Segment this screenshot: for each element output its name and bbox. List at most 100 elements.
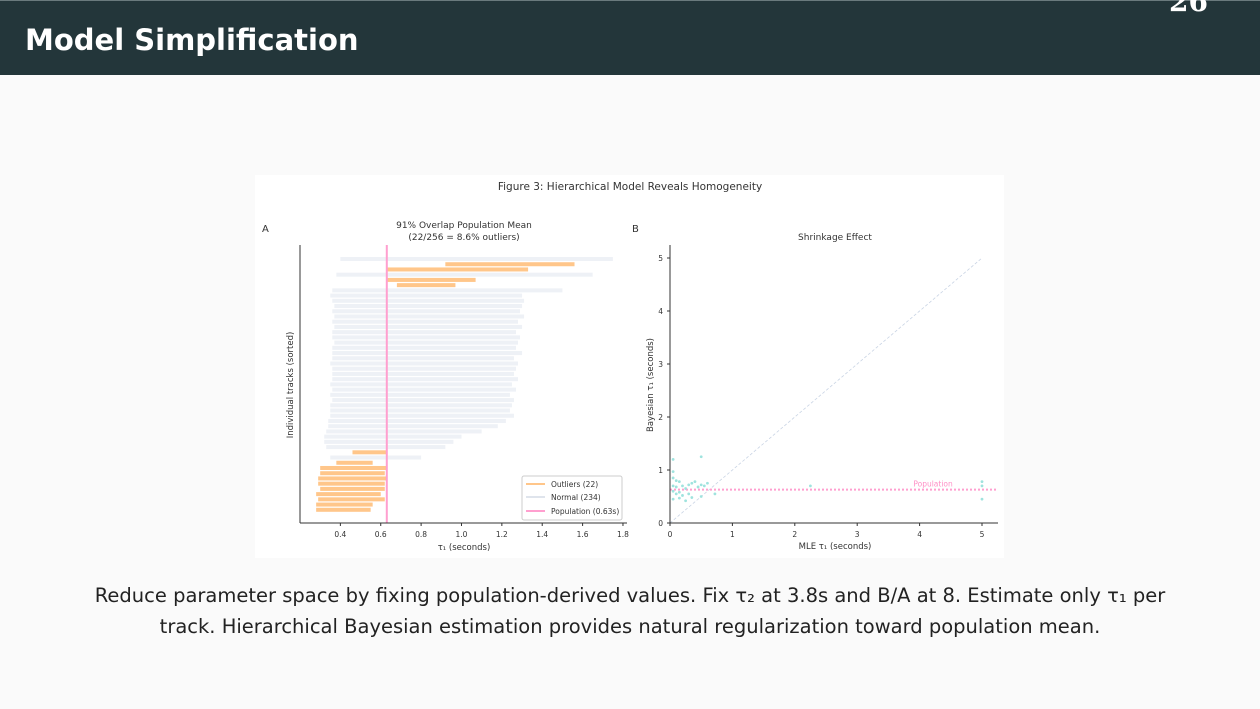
outlier-bar	[336, 460, 373, 465]
figure-title: Figure 3: Hierarchical Model Reveals Hom…	[498, 181, 762, 193]
x-tick-label: 3	[855, 530, 860, 539]
normal-bar	[332, 371, 514, 376]
normal-bar	[334, 304, 523, 309]
panel-a-legend: Outliers (22) Normal (234) Population (0…	[521, 475, 623, 521]
outlier-bar	[316, 507, 371, 512]
x-tick-label: 1.0	[456, 530, 468, 539]
y-tick-label: 5	[658, 254, 663, 263]
panel-a-ylabel: Individual tracks (sorted)	[286, 332, 296, 439]
normal-bar	[332, 319, 518, 324]
normal-bar	[332, 288, 563, 293]
x-tick-label: 4	[917, 530, 922, 539]
x-tick-label: 5	[980, 530, 985, 539]
panel-b-ylabel: Bayesian τ₁ (seconds)	[646, 338, 656, 432]
normal-bar	[324, 439, 454, 444]
scatter-point	[702, 484, 706, 488]
panel-b-title: Shrinkage Effect	[798, 233, 872, 243]
caption-line-2: track. Hierarchical Bayesian estimation …	[159, 615, 1101, 638]
x-tick-label: 1.8	[617, 530, 629, 539]
normal-bar	[332, 298, 525, 303]
legend-population: Population (0.63s)	[551, 507, 619, 516]
scatter-point	[671, 476, 675, 480]
outlier-bar	[396, 283, 456, 288]
scatter-point	[677, 490, 681, 494]
outlier-bar	[318, 497, 385, 502]
panel-b-xlabel: MLE τ₁ (seconds)	[799, 542, 872, 552]
normal-bar	[336, 272, 593, 277]
normal-bar	[332, 377, 518, 382]
normal-bar	[326, 445, 446, 450]
scatter-point	[674, 485, 678, 489]
normal-bar	[330, 382, 512, 387]
x-tick-label: 1.2	[496, 530, 508, 539]
scatter-point	[671, 497, 675, 501]
normal-bar	[330, 392, 510, 397]
normal-bar	[332, 335, 521, 340]
normal-bar	[334, 314, 525, 319]
outlier-bar	[320, 471, 385, 476]
scatter-point	[671, 489, 675, 493]
x-tick-label: 1.4	[536, 530, 548, 539]
scatter-point	[699, 483, 703, 487]
figure-svg: Figure 3: Hierarchical Model Reveals Hom…	[262, 181, 998, 553]
scatter-point	[677, 496, 681, 500]
panel-b-plot: 00 1 1 2 2 3 3 4 4 5 5	[658, 254, 998, 539]
normal-bar	[328, 418, 506, 423]
slide-header: Model Simplification 26	[0, 0, 1260, 75]
caption-line-1: Reduce parameter space by fixing populat…	[94, 584, 1166, 607]
scatter-point	[980, 497, 984, 501]
scatter-point	[696, 485, 700, 489]
y-tick-label: 2	[658, 413, 663, 422]
outlier-bar	[318, 481, 385, 486]
panel-a-label: A	[262, 224, 269, 235]
x-tick-label: 1	[730, 530, 735, 539]
normal-bar	[330, 413, 514, 418]
scatter-point	[809, 484, 812, 488]
scatter-point	[684, 499, 687, 503]
scatter-point	[674, 492, 678, 496]
panel-a-title-2: (22/256 = 8.6% outliers)	[408, 233, 519, 243]
scatter-point	[671, 484, 675, 488]
x-tick-label: 1.6	[577, 530, 589, 539]
normal-bar	[334, 340, 518, 345]
outlier-bar	[316, 502, 373, 507]
x-tick-label: 0.4	[334, 530, 346, 539]
normal-bar	[330, 408, 510, 413]
scatter-point	[713, 492, 717, 496]
normal-bar	[328, 424, 498, 429]
outlier-bar	[320, 465, 387, 471]
population-label: Population	[913, 480, 953, 489]
page-number: 26	[1169, 0, 1208, 18]
normal-bar	[332, 356, 514, 361]
scatter-point	[980, 484, 984, 488]
x-tick-label: 2	[792, 530, 797, 539]
normal-bar	[332, 309, 521, 314]
normal-bar	[332, 398, 514, 403]
scatter-point	[706, 481, 709, 485]
normal-bar	[330, 293, 523, 298]
slide-caption: Reduce parameter space by fixing populat…	[60, 580, 1200, 642]
normal-bar	[332, 330, 516, 335]
slide-title: Model Simplification	[25, 23, 359, 57]
scatter-point	[699, 455, 703, 459]
panel-b-label: B	[632, 224, 639, 235]
scatter-point	[690, 481, 694, 485]
scatter-point	[687, 483, 691, 487]
y-tick-label: 4	[658, 307, 663, 316]
normal-bar	[332, 387, 516, 392]
normal-bar	[340, 257, 613, 262]
x-tick-label: 0.6	[375, 530, 387, 539]
scatter-point	[671, 458, 675, 461]
y-tick-label: 3	[658, 360, 663, 369]
figure: Figure 3: Hierarchical Model Reveals Hom…	[255, 175, 1004, 558]
legend-normal: Normal (234)	[551, 493, 601, 502]
outlier-bar	[320, 486, 385, 491]
panel-a-x-ticks: 0.4 0.6 0.8 1.0 1.2 1.4 1.6 1.8	[334, 523, 629, 539]
legend-outliers: Outliers (22)	[551, 480, 598, 489]
normal-bar	[330, 403, 512, 408]
x-tick-label: 0	[668, 530, 673, 539]
scatter-point	[980, 480, 984, 484]
scatter-point	[699, 495, 703, 498]
panel-a-xlabel: τ₁ (seconds)	[438, 543, 491, 553]
outlier-bar	[386, 277, 476, 282]
